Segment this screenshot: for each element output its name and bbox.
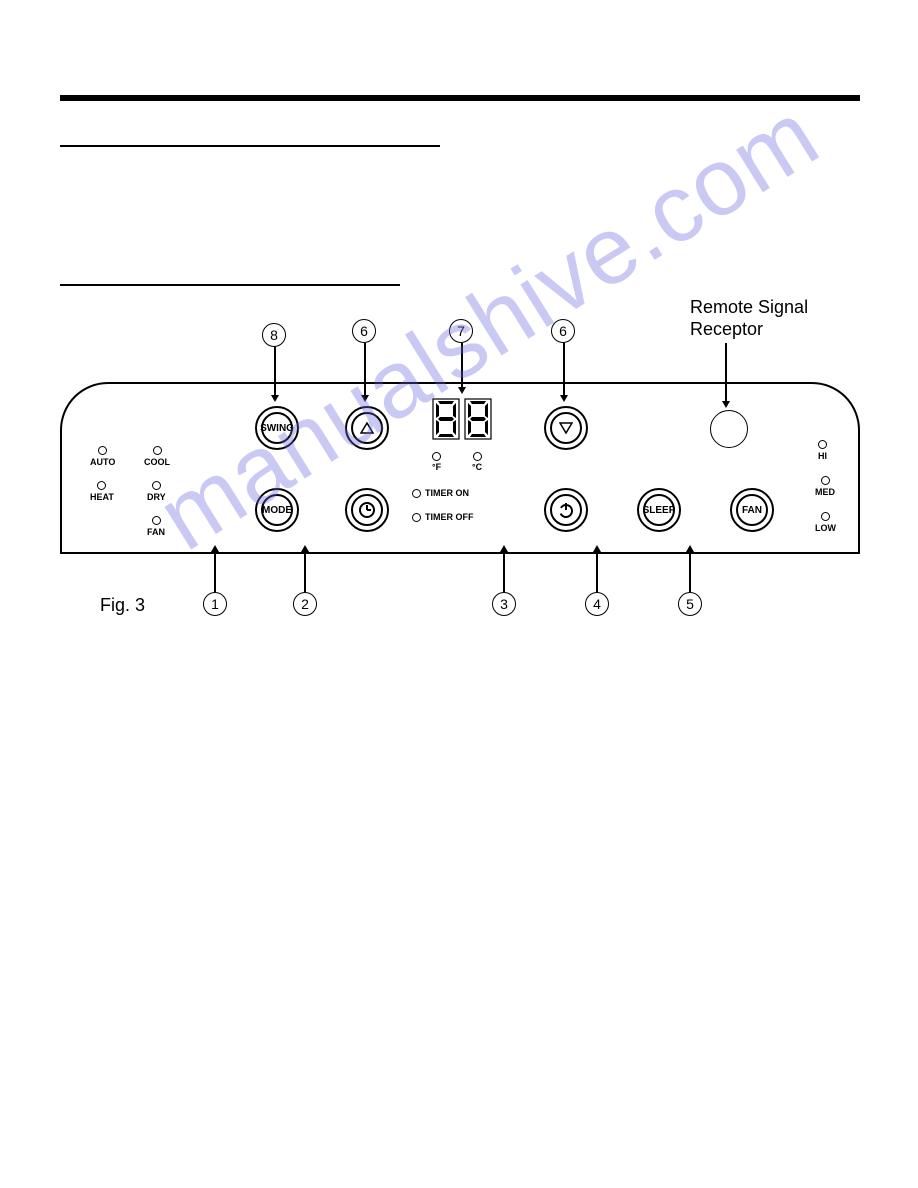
led-cool: COOL bbox=[144, 446, 170, 467]
led-timer-on: TIMER ON bbox=[412, 488, 469, 498]
mode-button[interactable]: MODE bbox=[255, 488, 299, 532]
callout-8: 8 bbox=[262, 323, 286, 347]
down-button[interactable] bbox=[544, 406, 588, 450]
callout-4-line bbox=[596, 552, 598, 592]
led-heat: HEAT bbox=[90, 481, 114, 502]
page-root: Remote Signal Receptor 8 6 7 6 AUTO COOL… bbox=[0, 0, 918, 1188]
power-icon bbox=[550, 494, 582, 526]
receptor-label-line1: Remote Signal bbox=[690, 297, 808, 319]
led-dot-hi bbox=[818, 440, 827, 449]
digit-2 bbox=[464, 398, 492, 440]
callout-1: 1 bbox=[203, 592, 227, 616]
callout-3: 3 bbox=[492, 592, 516, 616]
led-dot-cool bbox=[153, 446, 162, 455]
clock-icon bbox=[351, 494, 383, 526]
led-timer-off: TIMER OFF bbox=[412, 512, 474, 522]
mode-button-label: MODE bbox=[261, 494, 293, 526]
led-degF: °F bbox=[432, 452, 441, 472]
led-degC: °C bbox=[472, 452, 482, 472]
led-dot-timer-off bbox=[412, 513, 421, 522]
callout-7: 7 bbox=[449, 319, 473, 343]
led-dot-degF bbox=[432, 452, 441, 461]
fan-button-label: FAN bbox=[736, 494, 768, 526]
led-dot-low bbox=[821, 512, 830, 521]
led-low: LOW bbox=[815, 512, 836, 533]
swing-button[interactable]: SWING bbox=[255, 406, 299, 450]
top-rule bbox=[60, 95, 860, 101]
led-med: MED bbox=[815, 476, 835, 497]
control-panel: AUTO COOL HEAT DRY FAN HI MED LOW bbox=[60, 382, 860, 554]
led-hi: HI bbox=[818, 440, 827, 461]
sleep-button[interactable]: SLEEP bbox=[637, 488, 681, 532]
callout-3-line bbox=[503, 552, 505, 592]
sleep-button-label: SLEEP bbox=[643, 494, 675, 526]
receptor-label-line2: Receptor bbox=[690, 319, 808, 341]
remote-receptor bbox=[710, 410, 748, 448]
section-underline-2 bbox=[60, 284, 400, 286]
up-icon bbox=[351, 412, 383, 444]
callout-1-line bbox=[214, 552, 216, 592]
led-dot-auto bbox=[98, 446, 107, 455]
digit-1 bbox=[432, 398, 460, 440]
callout-6b: 6 bbox=[551, 319, 575, 343]
led-dry: DRY bbox=[147, 481, 166, 502]
receptor-label: Remote Signal Receptor bbox=[690, 297, 808, 340]
led-auto: AUTO bbox=[90, 446, 115, 467]
led-dot-timer-on bbox=[412, 489, 421, 498]
callout-7-line bbox=[461, 343, 463, 387]
callout-5: 5 bbox=[678, 592, 702, 616]
power-button[interactable] bbox=[544, 488, 588, 532]
led-fan-mode: FAN bbox=[147, 516, 165, 537]
callout-5-line bbox=[689, 552, 691, 592]
section-underline-1 bbox=[60, 145, 440, 147]
fan-button[interactable]: FAN bbox=[730, 488, 774, 532]
down-icon bbox=[550, 412, 582, 444]
figure-label: Fig. 3 bbox=[100, 595, 145, 616]
led-dot-dry bbox=[152, 481, 161, 490]
callout-6a: 6 bbox=[352, 319, 376, 343]
led-dot-med bbox=[821, 476, 830, 485]
timer-button[interactable] bbox=[345, 488, 389, 532]
led-dot-heat bbox=[97, 481, 106, 490]
swing-button-label: SWING bbox=[261, 412, 293, 444]
led-dot-fan-mode bbox=[152, 516, 161, 525]
segment-display bbox=[432, 398, 492, 440]
callout-4: 4 bbox=[585, 592, 609, 616]
callout-2: 2 bbox=[293, 592, 317, 616]
led-dot-degC bbox=[473, 452, 482, 461]
up-button[interactable] bbox=[345, 406, 389, 450]
callout-2-line bbox=[304, 552, 306, 592]
